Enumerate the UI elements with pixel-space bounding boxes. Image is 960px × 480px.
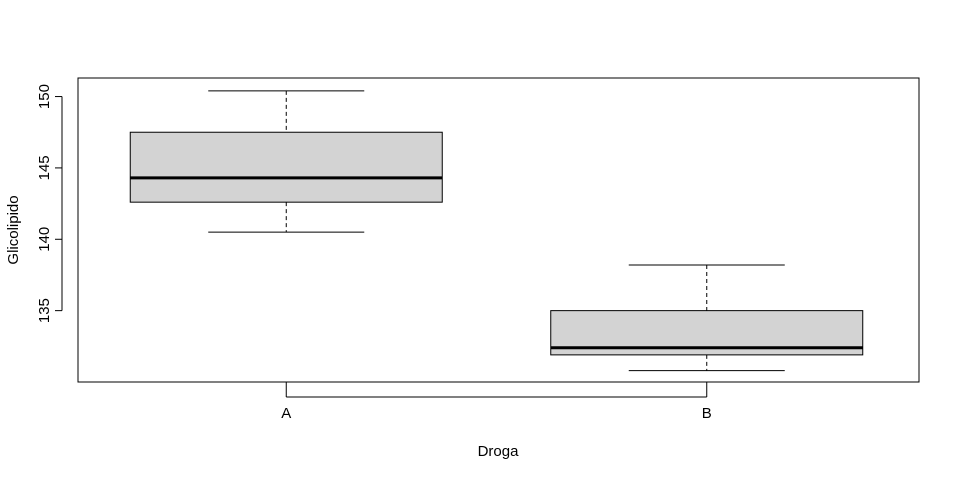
y-axis-title: Glicolipido	[5, 195, 22, 264]
box-iqr	[129, 131, 443, 203]
plot-frame	[77, 77, 920, 383]
y-tick-label: 140	[36, 227, 53, 252]
box-group	[129, 90, 864, 372]
y-tick-label: 150	[36, 84, 53, 109]
y-axis: 135 140 145 150	[36, 84, 63, 323]
x-tick-label: A	[281, 405, 291, 422]
y-tick-label: 145	[36, 155, 53, 180]
x-tick-label: B	[702, 405, 712, 422]
x-axis-title: Droga	[478, 443, 520, 460]
y-tick-label: 135	[36, 298, 53, 323]
